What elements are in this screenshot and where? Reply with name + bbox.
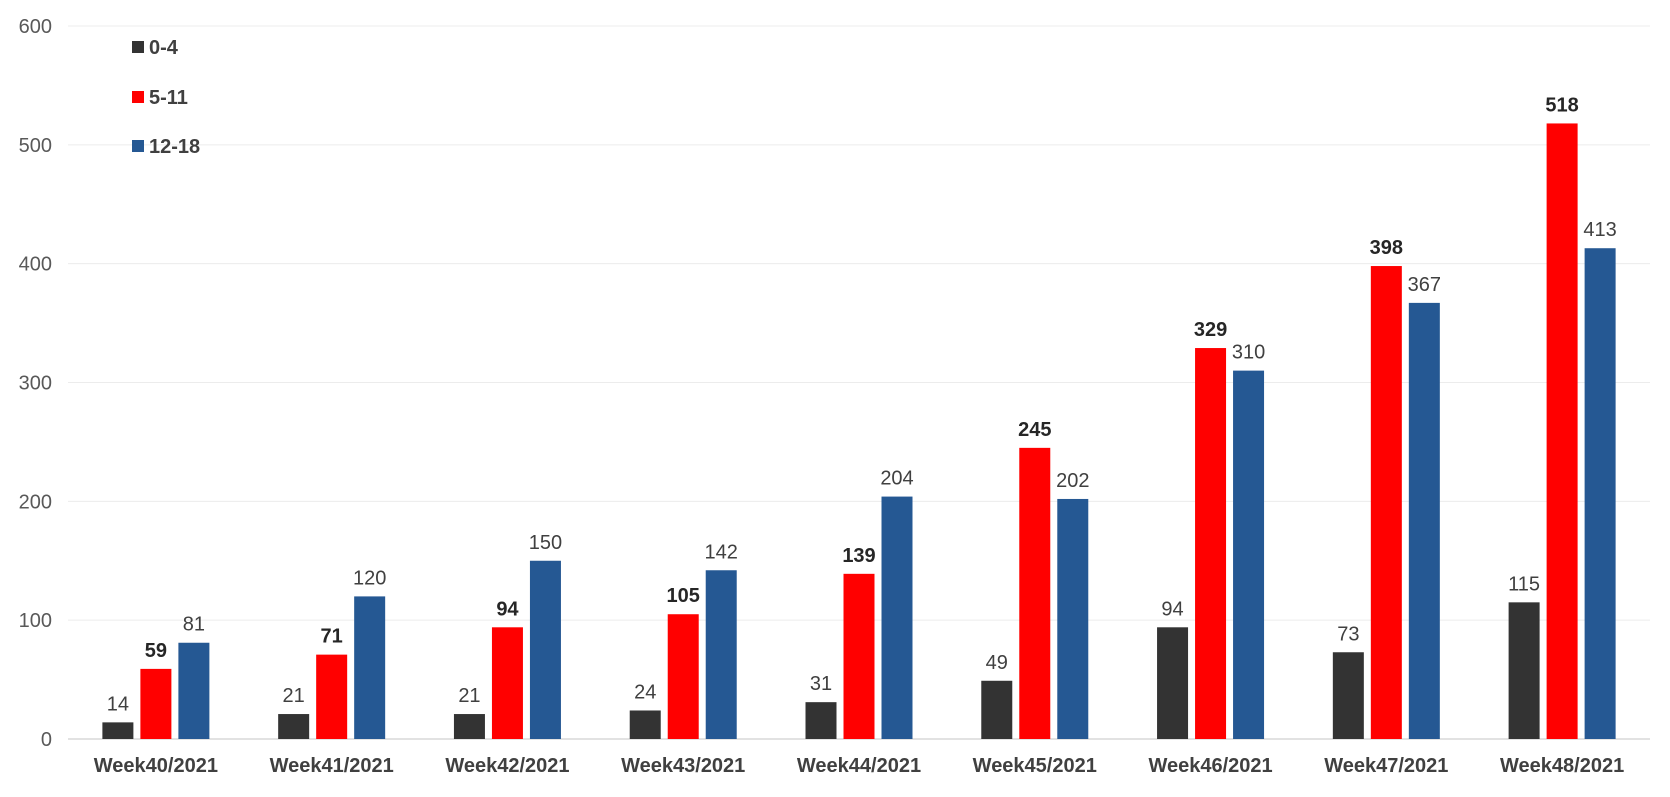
bar-12-18-Week46/2021: [1233, 370, 1265, 739]
legend-label: 5-11: [149, 87, 188, 109]
bar-5-11-Week41/2021: [316, 654, 348, 739]
x-tick-label: Week42/2021: [445, 755, 569, 777]
bar-5-11-Week45/2021: [1019, 447, 1051, 739]
data-label: 73: [1337, 623, 1359, 645]
data-label: 31: [810, 673, 832, 695]
bar-0-4-Week44/2021: [805, 702, 837, 739]
x-tick-label: Week46/2021: [1148, 755, 1272, 777]
data-label: 120: [353, 567, 386, 589]
x-tick-label: Week44/2021: [797, 755, 921, 777]
bar-12-18-Week43/2021: [705, 570, 737, 739]
bar-0-4-Week48/2021: [1508, 602, 1540, 739]
data-label: 71: [321, 626, 343, 648]
bar-12-18-Week40/2021: [178, 642, 210, 739]
bar-0-4-Week47/2021: [1332, 652, 1364, 739]
bar-0-4-Week43/2021: [629, 710, 661, 739]
bar-5-11-Week46/2021: [1195, 348, 1227, 739]
bar-12-18-Week42/2021: [529, 560, 561, 739]
data-label: 21: [458, 685, 480, 707]
x-tick-label: Week48/2021: [1500, 755, 1624, 777]
bar-12-18-Week41/2021: [354, 596, 386, 739]
legend-label: 0-4: [149, 37, 179, 59]
y-tick-label: 0: [41, 729, 52, 751]
data-label: 139: [842, 545, 875, 567]
bar-12-18-Week48/2021: [1584, 248, 1616, 740]
legend-swatch-0-4: [132, 41, 144, 53]
bar-5-11-Week40/2021: [140, 668, 172, 739]
y-tick-label: 100: [19, 610, 52, 632]
data-label: 14: [107, 693, 129, 715]
legend-swatch-12-18: [132, 140, 144, 152]
data-label: 94: [496, 598, 519, 620]
data-label: 245: [1018, 419, 1051, 441]
data-label: 105: [667, 585, 700, 607]
data-label: 81: [183, 614, 205, 636]
data-label: 115: [1508, 573, 1540, 595]
bar-12-18-Week47/2021: [1408, 302, 1440, 739]
bar-5-11-Week42/2021: [491, 627, 523, 739]
x-axis-ticks: Week40/2021 Week41/2021 Week42/2021 Week43/…: [94, 755, 1624, 777]
bar-0-4-Week45/2021: [981, 680, 1013, 739]
x-tick-label: Week45/2021: [973, 755, 1097, 777]
bar-5-11-Week47/2021: [1370, 266, 1402, 739]
bar-0-4-Week42/2021: [453, 714, 485, 739]
x-tick-label: Week47/2021: [1324, 755, 1448, 777]
legend: 0-4 5-11 12-18: [132, 37, 200, 158]
bar-0-4-Week41/2021: [278, 714, 310, 739]
data-label: 310: [1232, 342, 1265, 364]
data-label: 367: [1408, 274, 1441, 296]
data-label: 204: [880, 468, 913, 490]
data-label: 150: [529, 532, 562, 554]
y-tick-label: 300: [19, 373, 52, 395]
x-tick-label: Week41/2021: [270, 755, 394, 777]
data-label: 21: [283, 685, 305, 707]
bar-5-11-Week43/2021: [667, 614, 699, 739]
data-label: 142: [705, 541, 738, 563]
data-label: 329: [1194, 319, 1227, 341]
data-label: 518: [1545, 94, 1578, 116]
data-label: 59: [145, 640, 167, 662]
y-tick-label: 400: [19, 254, 52, 276]
data-label: 398: [1370, 237, 1403, 259]
bar-12-18-Week44/2021: [881, 496, 913, 739]
y-axis-ticks: 0 100 200 300 400 500 600: [19, 16, 52, 751]
y-tick-label: 200: [19, 491, 52, 513]
legend-swatch-5-11: [132, 91, 144, 103]
y-tick-label: 600: [19, 16, 52, 38]
y-tick-label: 500: [19, 135, 52, 157]
legend-label: 12-18: [149, 136, 200, 158]
bar-0-4-Week40/2021: [102, 722, 134, 739]
data-label: 49: [986, 652, 1008, 674]
bar-5-11-Week44/2021: [843, 573, 875, 739]
data-label: 24: [634, 681, 656, 703]
bars: [102, 123, 1616, 740]
x-tick-label: Week40/2021: [94, 755, 218, 777]
x-tick-label: Week43/2021: [621, 755, 745, 777]
data-label: 94: [1161, 598, 1183, 620]
bar-5-11-Week48/2021: [1546, 123, 1578, 739]
data-label: 202: [1056, 470, 1089, 492]
data-label: 413: [1583, 219, 1616, 241]
bar-12-18-Week45/2021: [1057, 498, 1089, 739]
bar-0-4-Week46/2021: [1157, 627, 1189, 739]
